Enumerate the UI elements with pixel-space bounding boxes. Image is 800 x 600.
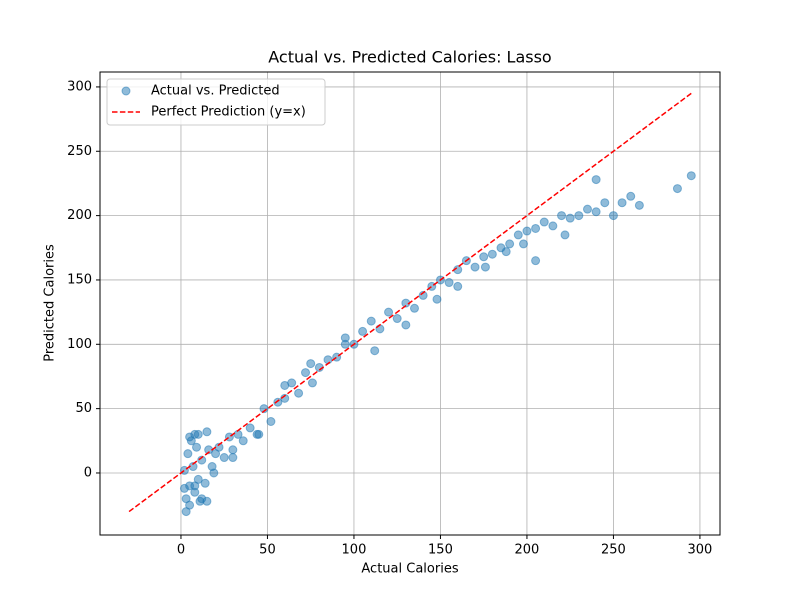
y-tick-label: 200: [67, 208, 92, 223]
line: [128, 92, 692, 513]
legend-label: Actual vs. Predicted: [151, 84, 280, 99]
plot: [128, 92, 696, 517]
point: [358, 326, 368, 336]
point: [245, 423, 255, 433]
point: [307, 378, 317, 388]
point: [219, 453, 229, 463]
y-tick-label: 100: [67, 337, 92, 352]
point: [266, 417, 276, 427]
point: [600, 198, 610, 208]
y-tick-label: 0: [84, 465, 92, 480]
point: [323, 355, 333, 365]
point: [487, 249, 497, 259]
point: [294, 388, 304, 398]
point: [539, 217, 549, 227]
point: [470, 262, 480, 272]
point: [409, 303, 419, 313]
point: [392, 314, 402, 324]
legend-marker: [121, 86, 131, 96]
point: [531, 223, 541, 233]
x-tick-label: 150: [428, 543, 453, 558]
point: [340, 333, 350, 343]
point: [193, 429, 203, 439]
legend-box: [106, 78, 326, 126]
point: [192, 442, 202, 452]
point: [479, 252, 489, 262]
point: [672, 184, 682, 194]
x-tick-label: 0: [177, 543, 185, 558]
point: [200, 478, 210, 488]
x-tick-label: 50: [259, 543, 276, 558]
y-tick-label: 300: [67, 79, 92, 94]
point: [591, 207, 601, 217]
y-tick-label: 150: [67, 272, 92, 287]
point: [366, 316, 376, 326]
x-axis-label: Actual Calories: [361, 562, 458, 577]
point: [582, 204, 592, 214]
point: [501, 247, 511, 257]
point: [518, 239, 528, 249]
y-tick-label: 50: [75, 401, 92, 416]
point: [202, 496, 212, 506]
point: [228, 453, 238, 463]
point: [185, 500, 195, 510]
y-tick-label: 250: [67, 144, 92, 159]
point: [557, 211, 567, 221]
y-axis-label: Predicted Calories: [43, 244, 58, 362]
point: [254, 429, 264, 439]
point: [228, 445, 238, 455]
point: [634, 200, 644, 210]
point: [401, 320, 411, 330]
axes-frame: [99, 71, 721, 536]
point: [238, 436, 248, 446]
point: [560, 230, 570, 240]
x-tick-label: 250: [601, 543, 626, 558]
point: [480, 262, 490, 272]
point: [190, 481, 200, 491]
point: [565, 213, 575, 223]
point: [209, 468, 219, 478]
point: [370, 346, 380, 356]
x-tick-label: 200: [515, 543, 540, 558]
point: [444, 278, 454, 288]
chart-title: Actual vs. Predicted Calories: Lasso: [268, 48, 551, 67]
legend: Actual vs. Predicted Perfect Prediction (…: [106, 78, 326, 126]
point: [179, 483, 189, 493]
point: [453, 281, 463, 291]
point: [384, 307, 394, 317]
point: [513, 230, 523, 240]
point: [185, 432, 195, 442]
point: [505, 239, 515, 249]
x-tick-label: 100: [342, 543, 367, 558]
point: [432, 294, 442, 304]
grid: [100, 72, 720, 535]
point: [273, 397, 283, 407]
point: [183, 449, 193, 459]
point: [686, 171, 696, 181]
point: [306, 359, 316, 369]
legend-label: Perfect Prediction (y=x): [151, 105, 306, 120]
point: [591, 175, 601, 185]
point: [531, 256, 541, 266]
point: [548, 221, 558, 231]
point: [375, 324, 385, 334]
point: [608, 211, 618, 221]
point: [617, 198, 627, 208]
point: [574, 211, 584, 221]
point: [301, 368, 311, 378]
x-tick-label: 300: [688, 543, 713, 558]
point: [626, 191, 636, 201]
point: [202, 427, 212, 437]
point: [522, 226, 532, 236]
point: [280, 380, 290, 390]
